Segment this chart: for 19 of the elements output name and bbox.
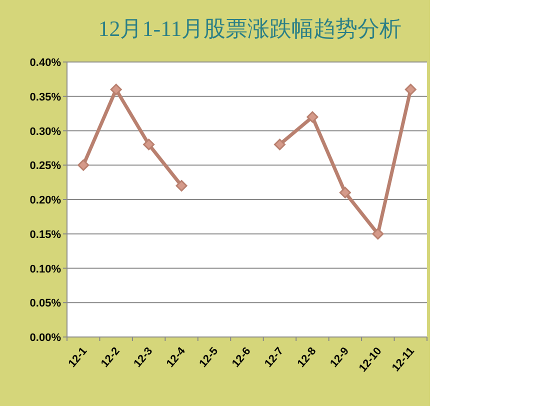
y-tick-label: 0.05% — [30, 298, 62, 310]
point — [404, 84, 416, 96]
chart-title: 12月1-11月股票涨跌幅趋势分析 — [98, 16, 402, 41]
point — [176, 180, 188, 192]
y-tick-label: 0.30% — [30, 126, 62, 138]
point — [274, 138, 286, 150]
y-tick-label: 0.25% — [30, 160, 62, 172]
y-tick-label: 0.20% — [30, 194, 62, 206]
point — [78, 159, 90, 171]
point — [372, 228, 384, 240]
point — [143, 138, 155, 150]
point — [110, 84, 122, 96]
y-tick-label: 0.10% — [30, 263, 62, 276]
y-tick-label: 0.35% — [30, 91, 62, 104]
y-tick-label: 0.40% — [30, 57, 62, 69]
y-tick-label: 0.00% — [30, 332, 62, 344]
point — [306, 111, 318, 123]
y-tick-label: 0.15% — [30, 228, 62, 241]
point — [339, 186, 351, 198]
